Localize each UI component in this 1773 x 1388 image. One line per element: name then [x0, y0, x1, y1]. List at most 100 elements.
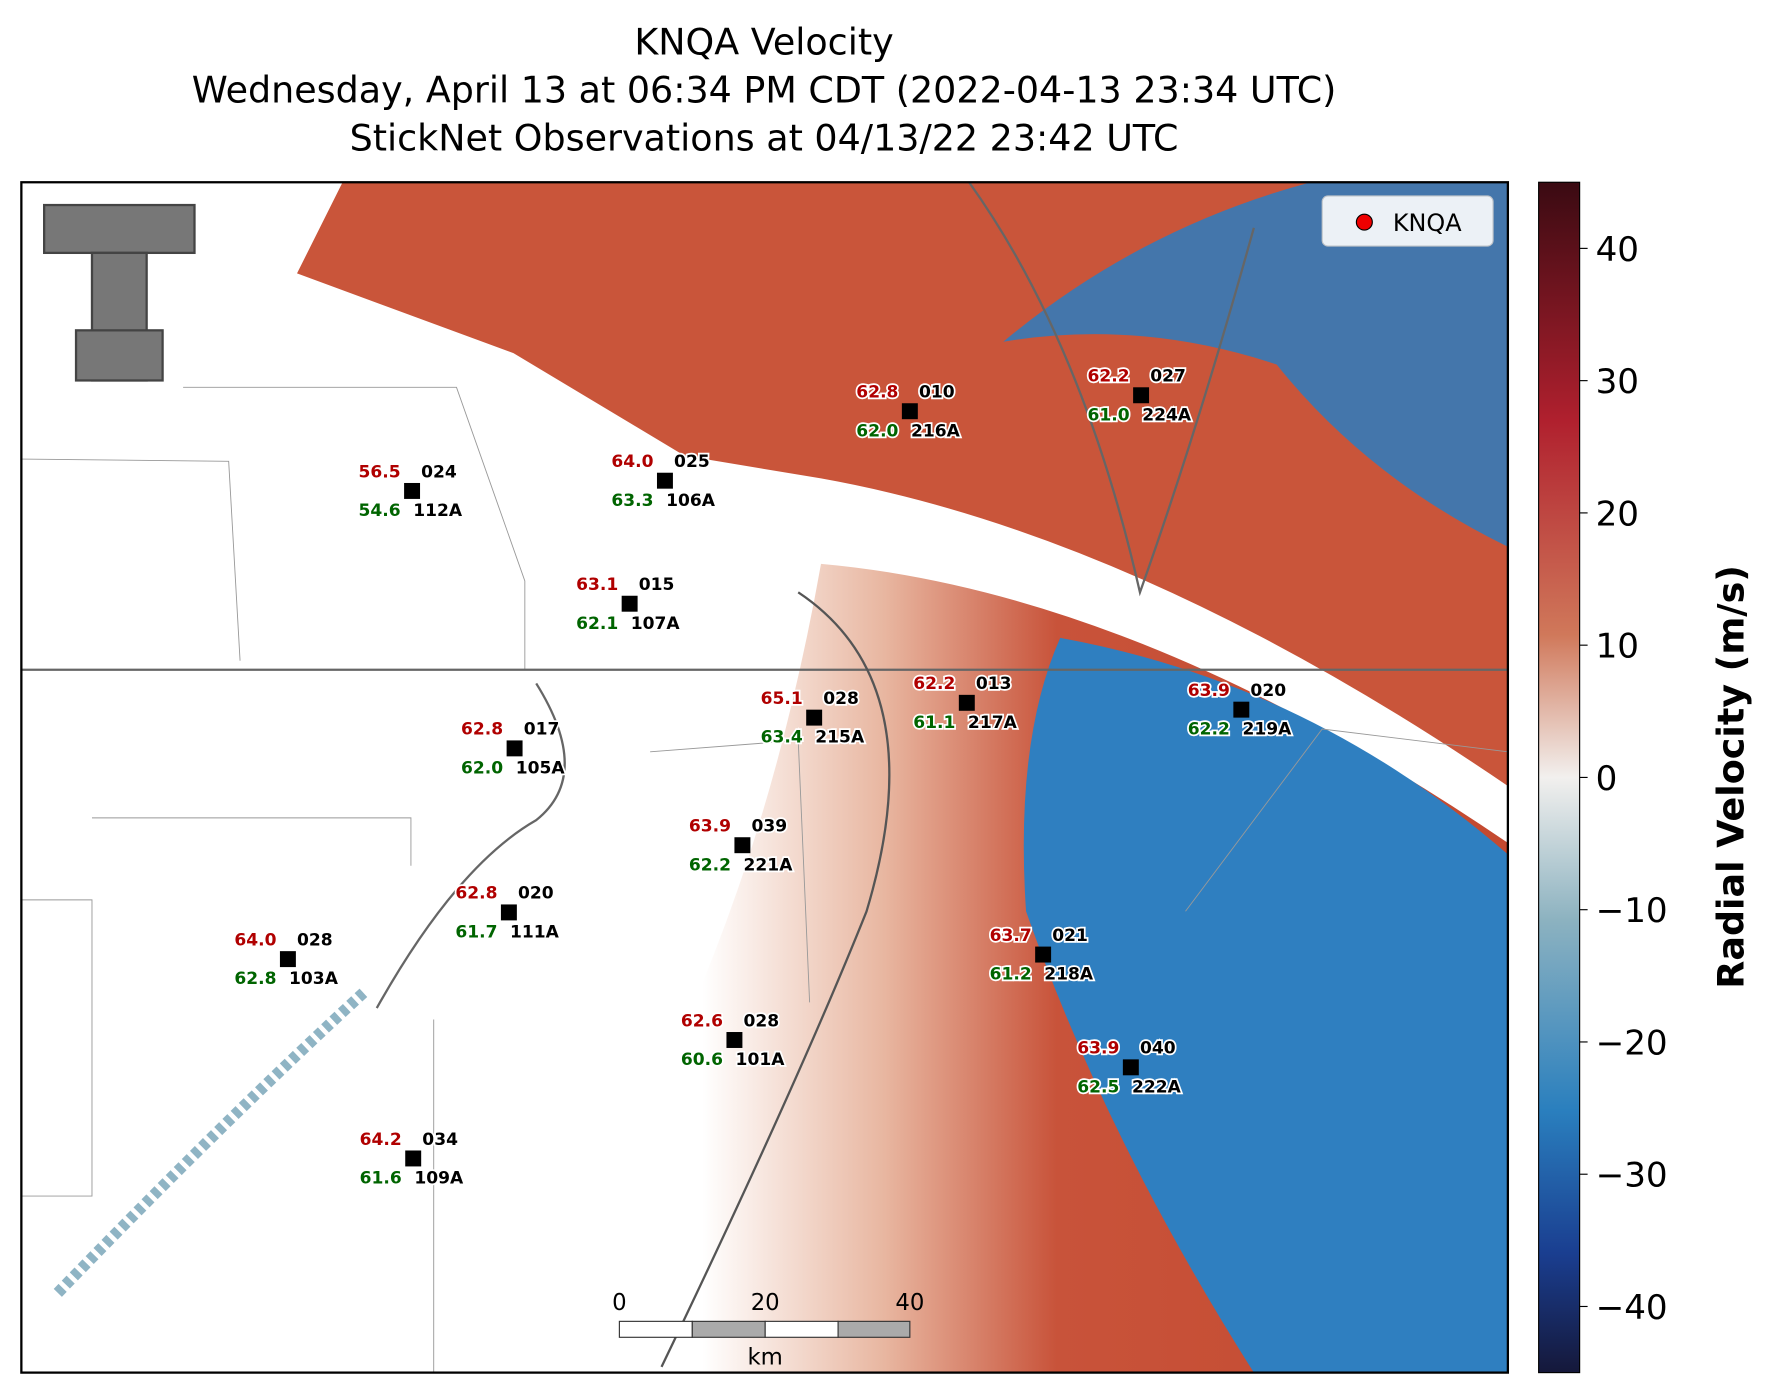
dewpoint: 61.2 — [990, 965, 1032, 985]
scale-label: 0 — [612, 1290, 626, 1316]
probe-id: 105A — [516, 758, 566, 778]
probe-id: 222A — [1132, 1077, 1182, 1097]
temperature: 62.8 — [461, 720, 503, 740]
temperature: 62.2 — [913, 674, 955, 694]
station-id: 040 — [1140, 1039, 1176, 1059]
station-marker — [734, 837, 751, 854]
stations: 56.5 024 54.6 112A 64.0 025 63.3 106A 62.8 010 62.… — [233, 365, 1294, 1190]
scale-label: 40 — [895, 1290, 924, 1316]
temperature: 63.9 — [1077, 1039, 1119, 1059]
colorbar-tick-label: −40 — [1596, 1288, 1668, 1328]
probe-id: 217A — [968, 713, 1018, 733]
station-marker — [500, 904, 517, 921]
station-marker — [726, 1032, 743, 1048]
station-id: 020 — [518, 884, 554, 904]
colorbar-tick-label: 20 — [1596, 494, 1639, 534]
station-id: 013 — [976, 674, 1012, 694]
dewpoint: 60.6 — [681, 1050, 723, 1070]
station-marker — [958, 694, 975, 711]
station-id: 015 — [639, 575, 675, 595]
title: Wednesday, April 13 at 06:34 PM CDT (202… — [192, 69, 1337, 112]
temperature: 64.0 — [234, 930, 276, 950]
station-marker — [1133, 387, 1150, 404]
legend-label: KNQA — [1393, 209, 1462, 237]
probe-id: 221A — [744, 855, 794, 875]
station-marker — [901, 403, 918, 420]
temperature: 62.2 — [1088, 367, 1130, 387]
dewpoint: 54.6 — [359, 501, 401, 521]
station-id: 027 — [1150, 367, 1186, 387]
probe-id: 112A — [413, 501, 463, 521]
temperature: 63.9 — [1188, 681, 1230, 701]
temperature: 62.8 — [856, 383, 898, 403]
station-marker — [405, 1150, 422, 1167]
station-id: 024 — [421, 462, 457, 482]
probe-id: 215A — [815, 728, 865, 748]
station-marker — [656, 472, 673, 489]
logo — [43, 203, 196, 382]
colorbar-tick-label: 40 — [1596, 230, 1639, 270]
dewpoint: 62.2 — [689, 855, 731, 875]
probe-id: 218A — [1044, 965, 1094, 985]
probe-id: 103A — [289, 969, 339, 989]
station-id: 034 — [422, 1130, 458, 1150]
dewpoint: 63.4 — [761, 728, 803, 748]
dewpoint: 62.1 — [576, 614, 618, 634]
station-marker — [806, 709, 823, 726]
temperature: 56.5 — [359, 462, 401, 482]
dewpoint: 62.5 — [1077, 1077, 1119, 1097]
station-id: 039 — [752, 817, 788, 837]
dewpoint: 61.6 — [360, 1169, 402, 1189]
probe-id: 109A — [414, 1169, 464, 1189]
temperature: 62.6 — [681, 1011, 723, 1031]
probe-id: 216A — [911, 421, 961, 441]
dewpoint: 63.3 — [611, 491, 653, 511]
colorbar-tick-label: 10 — [1596, 627, 1639, 667]
temperature: 64.0 — [611, 452, 653, 472]
station-id: 020 — [1250, 681, 1286, 701]
station-id: 010 — [919, 383, 955, 403]
temperature: 63.9 — [689, 817, 731, 837]
river — [660, 591, 891, 1368]
probe-id: 101A — [736, 1050, 786, 1070]
map-frame — [20, 181, 1510, 1374]
dewpoint: 62.8 — [234, 969, 276, 989]
scale-label: 20 — [751, 1290, 780, 1316]
station-marker — [279, 951, 296, 968]
colorbar-tick-label: 30 — [1596, 362, 1639, 402]
scale-bar: 0 20 40 km — [612, 1290, 924, 1371]
probe-id: 111A — [510, 922, 560, 942]
colorbar-tick-label: −20 — [1596, 1023, 1668, 1063]
dewpoint: 62.0 — [461, 758, 503, 778]
station-marker — [1122, 1059, 1139, 1076]
colorbar-tick-label: −10 — [1596, 891, 1668, 931]
station-id: 017 — [524, 720, 560, 740]
station-id: 028 — [297, 930, 333, 950]
temperature: 63.1 — [576, 575, 618, 595]
station-id: 028 — [744, 1011, 780, 1031]
dewpoint: 61.7 — [455, 922, 497, 942]
colorbar — [1538, 181, 1581, 1374]
station-id: 025 — [674, 452, 710, 472]
temperature: 62.8 — [455, 884, 497, 904]
station-marker — [1233, 701, 1250, 718]
temperature: 65.1 — [761, 689, 803, 709]
dewpoint: 61.1 — [913, 713, 955, 733]
colorbar-label: Radial Velocity (m/s) — [1710, 565, 1753, 989]
station-id: 021 — [1052, 926, 1088, 946]
dewpoint: 62.0 — [856, 421, 898, 441]
station-marker — [506, 740, 523, 757]
scale-unit: km — [747, 1345, 782, 1371]
temperature: 64.2 — [360, 1130, 402, 1150]
probe-id: 224A — [1142, 405, 1192, 425]
county-lines — [21, 386, 1508, 1373]
title: KNQA Velocity — [634, 21, 893, 64]
colorbar-tick-label: −30 — [1596, 1156, 1668, 1196]
colorbar-tick-label: 0 — [1596, 759, 1618, 799]
radar-field — [53, 182, 1508, 1373]
dewpoint: 61.0 — [1088, 405, 1130, 425]
temperature: 63.7 — [990, 926, 1032, 946]
probe-id: 219A — [1242, 720, 1292, 740]
dewpoint: 62.2 — [1188, 720, 1230, 740]
